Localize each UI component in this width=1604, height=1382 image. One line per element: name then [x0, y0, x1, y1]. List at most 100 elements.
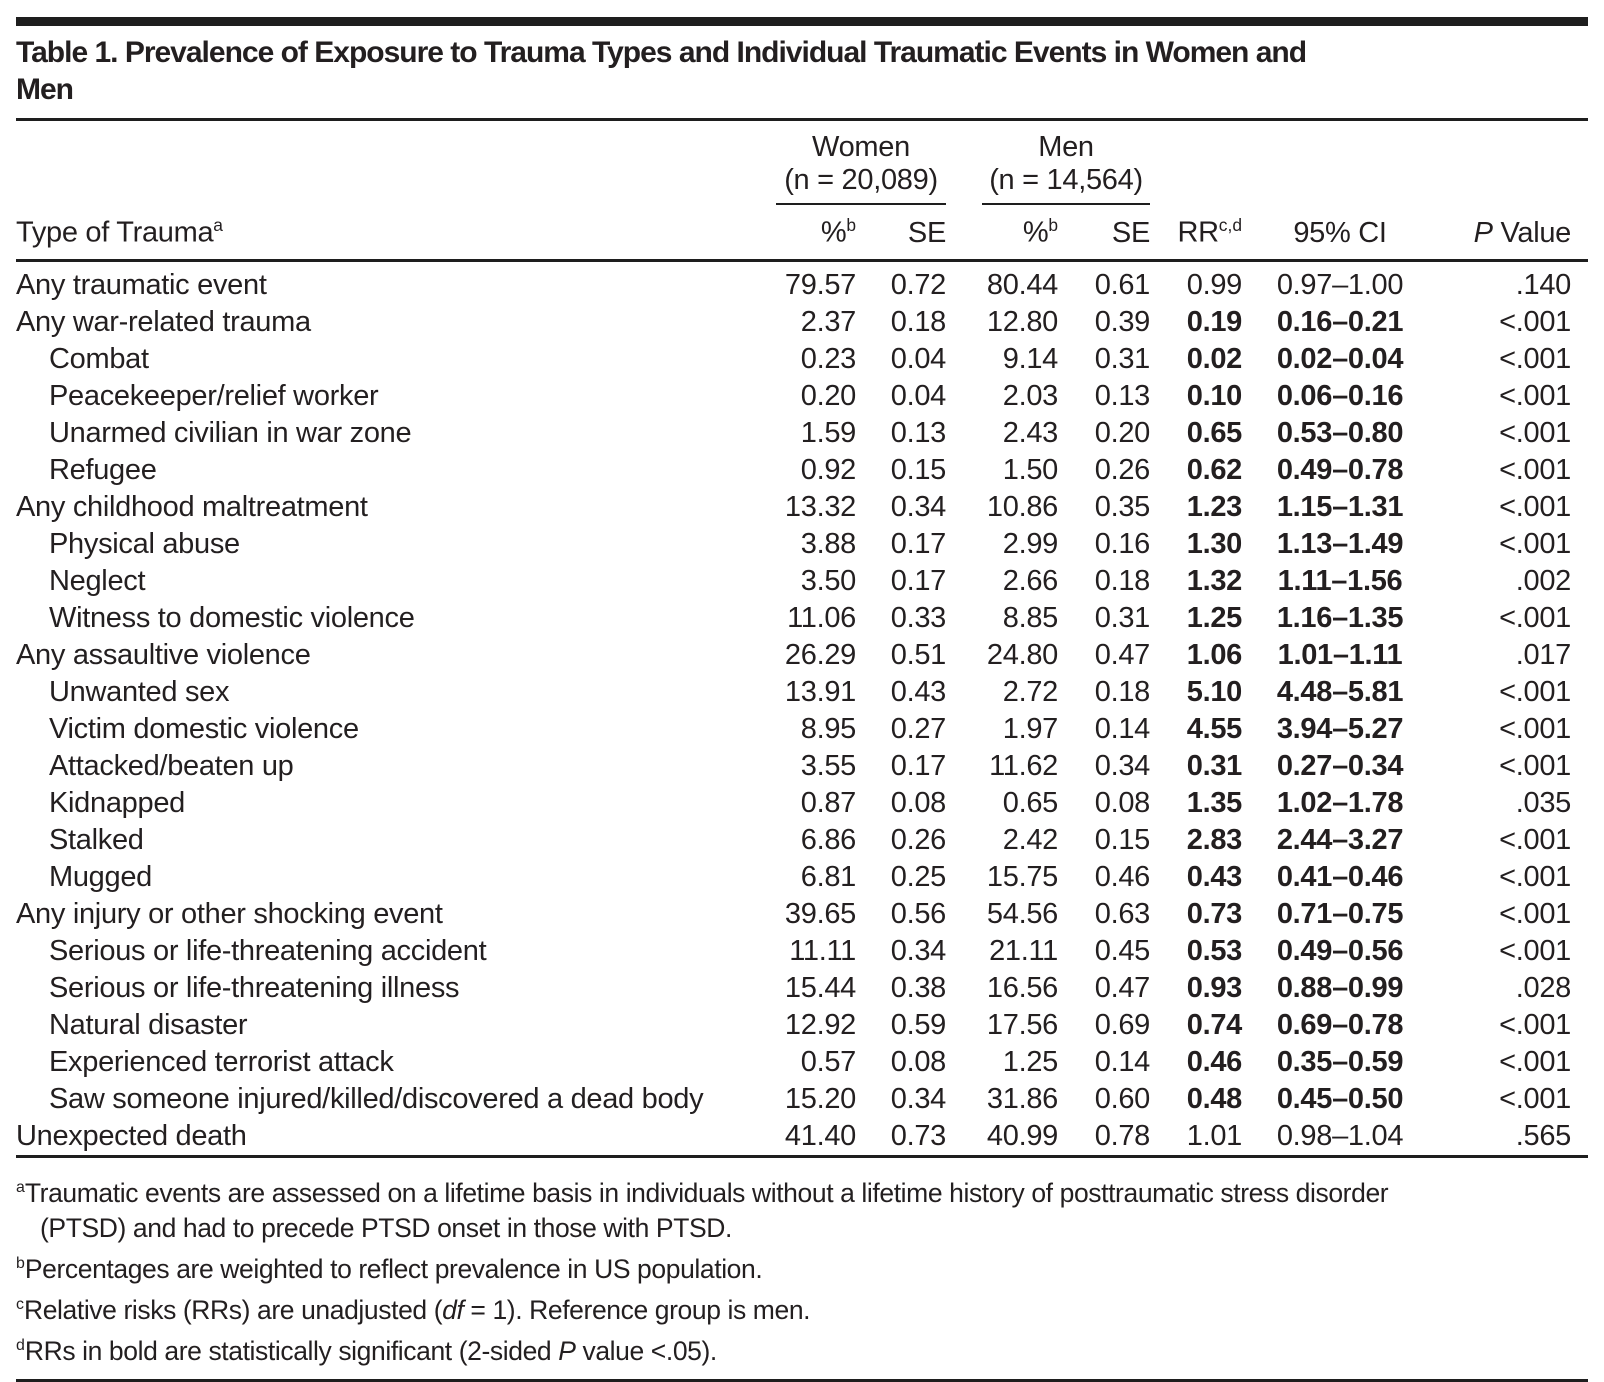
trauma-type-cell: Any assaultive violence	[16, 638, 311, 671]
men-pct-cell: 8.85	[1002, 601, 1059, 634]
women-group-label: Women	[812, 131, 910, 163]
rr-cell: 0.53	[1186, 934, 1243, 967]
women-pct-cell: 3.55	[800, 749, 857, 782]
table-title: Table 1. Prevalence of Exposure to Traum…	[16, 36, 1307, 106]
trauma-type-cell: Any war-related trauma	[16, 305, 311, 338]
men-se-cell: 0.13	[1094, 379, 1151, 412]
rr-cell: 1.30	[1186, 527, 1243, 560]
women-se-cell: 0.04	[890, 342, 947, 375]
rr-cell: 0.74	[1186, 1008, 1243, 1041]
rr-cell: 0.19	[1186, 305, 1243, 338]
rr-cell: 2.83	[1186, 823, 1243, 856]
men-se-cell: 0.16	[1094, 527, 1151, 560]
trauma-type-cell: Witness to domestic violence	[49, 601, 415, 634]
footnote-text: value <.05).	[575, 1335, 717, 1366]
ci-cell: 0.69–0.78	[1276, 1008, 1404, 1041]
p-value-cell: <.001	[1499, 860, 1571, 893]
trauma-type-cell: Combat	[49, 342, 149, 375]
trauma-type-cell: Peacekeeper/relief worker	[49, 379, 379, 412]
women-pct-cell: 79.57	[784, 268, 856, 301]
rr-cell: 1.01	[1186, 1119, 1243, 1152]
ci-cell: 0.71–0.75	[1276, 897, 1404, 930]
women-se-cell: 0.34	[890, 490, 947, 523]
p-value-cell: <.001	[1499, 897, 1571, 930]
footnote-marker: d	[16, 1337, 25, 1355]
top-rule	[16, 17, 1588, 26]
women-pct-cell: 41.40	[784, 1119, 856, 1152]
men-se-cell: 0.14	[1094, 712, 1151, 745]
women-pct-cell: 6.81	[800, 860, 857, 893]
men-pct-cell: 15.75	[986, 860, 1058, 893]
women-pct-cell: 0.92	[800, 453, 857, 486]
p-value-cell: .002	[1515, 564, 1572, 597]
footnote-italic-text: df	[442, 1295, 464, 1326]
trauma-type-cell: Neglect	[49, 564, 146, 597]
table-row: Any injury or other shocking event 39.65 0…	[16, 896, 1588, 933]
table-row: Witness to domestic violence 11.06 0.33 8.8…	[16, 600, 1588, 637]
men-se-cell: 0.35	[1094, 490, 1151, 523]
footnote-marker: a	[16, 1178, 25, 1196]
table-row: Combat 0.23 0.04 9.14 0.31 0.02 0.02–0.04 <.001	[16, 341, 1588, 378]
men-sample-size: (n = 14,564)	[989, 164, 1143, 196]
men-pct-cell: 31.86	[986, 1082, 1058, 1115]
ci-cell: 0.27–0.34	[1276, 749, 1404, 782]
table-row: Any traumatic event 79.57 0.72 80.44 0.61 0.9…	[16, 260, 1588, 304]
men-se-cell: 0.45	[1094, 934, 1151, 967]
women-pct-cell: 8.95	[800, 712, 857, 745]
men-pct-cell: 2.43	[1002, 416, 1059, 449]
title-divider-rule	[16, 118, 1588, 121]
men-se-cell: 0.08	[1094, 786, 1151, 819]
men-pct-cell: 2.03	[1002, 379, 1059, 412]
women-se-cell: 0.15	[890, 453, 947, 486]
ci-cell: 0.45–0.50	[1276, 1082, 1404, 1115]
women-se-cell: 0.34	[890, 1082, 947, 1115]
table-row: Physical abuse 3.88 0.17 2.99 0.16 1.30 1.13–1…	[16, 526, 1588, 563]
p-value-cell: .035	[1515, 786, 1572, 819]
rr-cell: 0.10	[1186, 379, 1243, 412]
table-row: Attacked/beaten up 3.55 0.17 11.62 0.34 0.31 0…	[16, 748, 1588, 785]
men-se-cell: 0.14	[1094, 1045, 1151, 1078]
table-row: Serious or life-threatening illness 15.44…	[16, 970, 1588, 1007]
women-se-cell: 0.17	[890, 527, 947, 560]
footnote-text: Traumatic events are assessed on a lifet…	[24, 1177, 1389, 1208]
p-value-cell: <.001	[1499, 1082, 1571, 1115]
trauma-type-cell: Attacked/beaten up	[49, 749, 294, 782]
men-se-cell: 0.15	[1094, 823, 1151, 856]
trauma-type-cell: Experienced terrorist attack	[49, 1045, 394, 1078]
p-value-cell: <.001	[1499, 712, 1571, 745]
table-row: Stalked 6.86 0.26 2.42 0.15 2.83 2.44–3.27 <.00…	[16, 822, 1588, 859]
rr-cell: 1.06	[1186, 638, 1243, 671]
men-pct-cell: 80.44	[986, 268, 1058, 301]
p-value-cell: <.001	[1499, 1008, 1571, 1041]
rr-cell: 0.43	[1186, 860, 1243, 893]
p-value-cell: <.001	[1499, 527, 1571, 560]
rr-cell: 0.31	[1186, 749, 1243, 782]
men-pct-cell: 1.25	[1002, 1045, 1059, 1078]
women-pct-cell: 15.20	[784, 1082, 856, 1115]
women-pct-cell: 11.06	[787, 601, 856, 634]
table-row: Peacekeeper/relief worker 0.20 0.04 2.03 0.1…	[16, 378, 1588, 415]
men-pct-cell: 9.14	[1002, 342, 1059, 375]
ci-cell: 1.02–1.78	[1276, 786, 1404, 819]
ci-cell: 0.88–0.99	[1276, 971, 1404, 1004]
women-pct-cell: 26.29	[784, 638, 856, 671]
women-se-cell: 0.18	[890, 305, 947, 338]
trauma-type-cell: Serious or life-threatening accident	[49, 934, 487, 967]
ci-cell: 1.13–1.49	[1276, 527, 1404, 560]
ci-cell: 0.53–0.80	[1276, 416, 1404, 449]
footnote-line: bPercentages are weighted to reflect pre…	[16, 1246, 1588, 1287]
ci-cell: 0.98–1.04	[1276, 1119, 1404, 1152]
men-se-cell: 0.47	[1094, 638, 1151, 671]
men-se-cell: 0.47	[1094, 971, 1151, 1004]
men-pct-cell: 1.50	[1002, 453, 1059, 486]
type-of-trauma-label: Type of Trauma	[16, 216, 214, 249]
p-value-cell: .017	[1515, 638, 1572, 671]
men-se-cell: 0.34	[1094, 749, 1151, 782]
footnote-text: Relative risks (RRs) are unadjusted (	[23, 1295, 443, 1326]
ci-cell: 0.49–0.78	[1276, 453, 1404, 486]
women-se-cell: 0.51	[890, 638, 947, 671]
footnote-italic-text: P	[558, 1335, 576, 1366]
ci-cell: 1.16–1.35	[1276, 601, 1404, 634]
p-value-cell: .028	[1515, 971, 1572, 1004]
